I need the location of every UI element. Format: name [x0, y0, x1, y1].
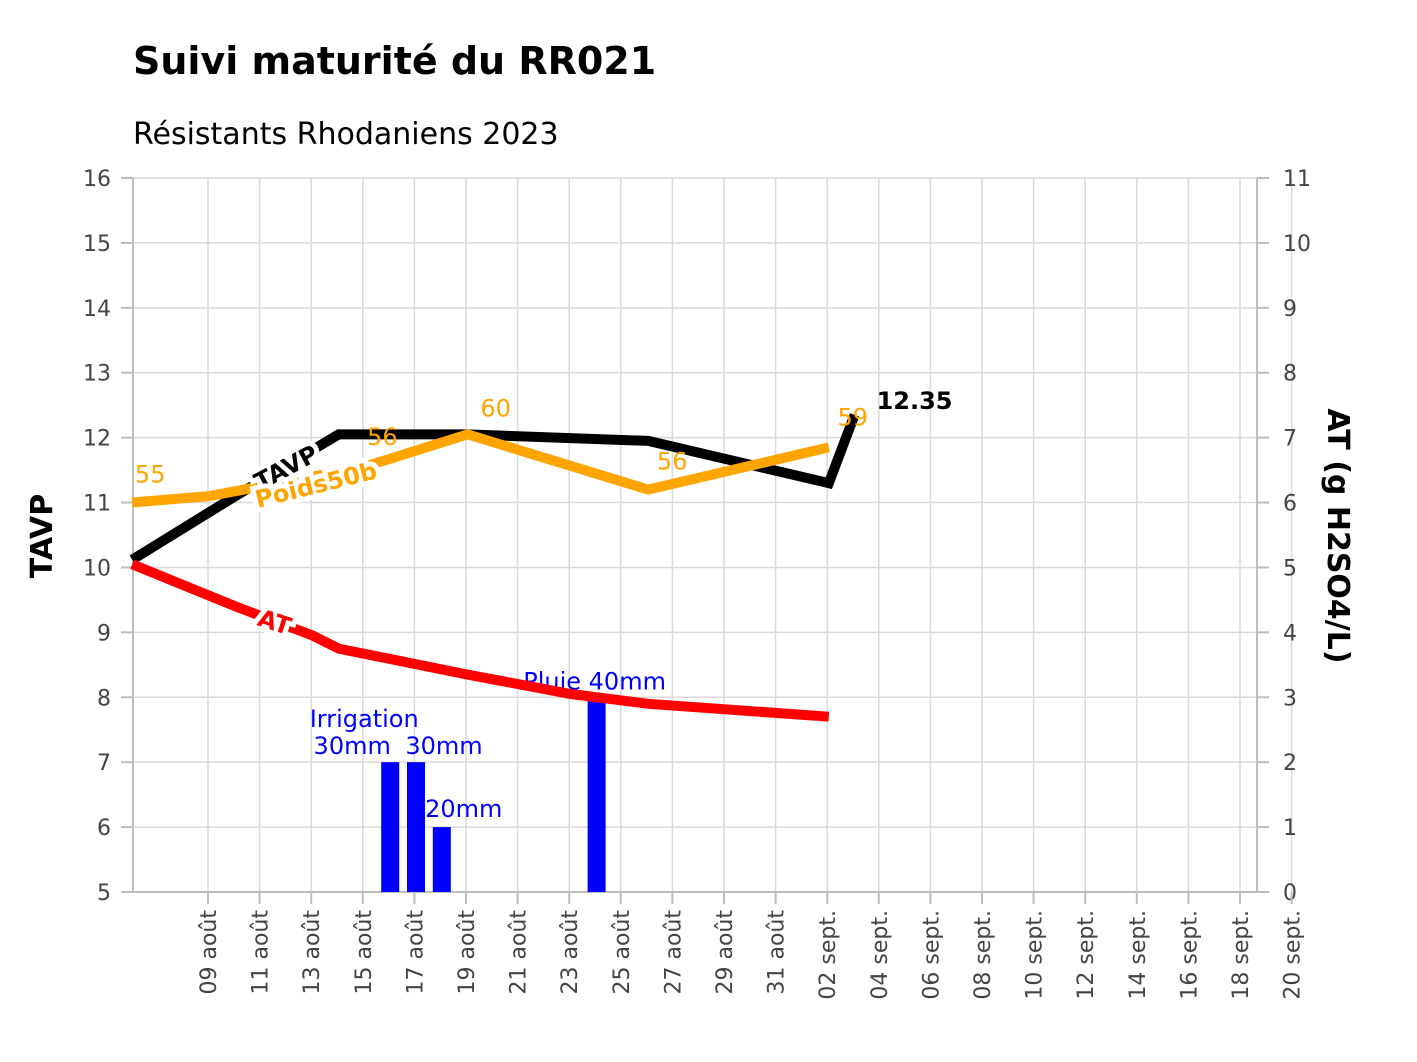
- y2-tick-label: 10: [1283, 232, 1311, 257]
- bar: [407, 762, 425, 892]
- x-tick-label: 04 sept.: [868, 910, 893, 1000]
- y-tick-label: 13: [83, 362, 111, 387]
- y-tick-label: 11: [83, 492, 111, 517]
- y2-tick-label: 1: [1283, 816, 1297, 841]
- series-line-at: [130, 559, 830, 722]
- series-lines: [129, 413, 860, 722]
- y-tick-label: 5: [97, 881, 111, 906]
- x-tick-label: 23 août: [558, 910, 583, 995]
- x-tick-label: 02 sept.: [816, 910, 841, 1000]
- y2-tick-label: 9: [1283, 297, 1297, 322]
- x-tick-label: 12 sept.: [1074, 910, 1099, 1000]
- chart-title: Suivi maturité du RR021: [133, 39, 656, 83]
- x-tick-label: 17 août: [403, 910, 428, 995]
- x-tick-label: 29 août: [713, 910, 738, 995]
- x-tick-label: 20 sept.: [1281, 910, 1306, 1000]
- y2-tick-label: 8: [1283, 362, 1297, 387]
- y2-tick-label: 2: [1283, 751, 1297, 776]
- x-tick-label: 13 août: [300, 910, 325, 995]
- chart-subtitle: Résistants Rhodaniens 2023: [133, 117, 559, 152]
- x-tick-label: 25 août: [610, 910, 635, 995]
- y-tick-label: 15: [83, 232, 111, 257]
- y-gridlines: [133, 177, 1257, 893]
- x-tick-label: 19 août: [455, 910, 480, 995]
- y-tick-label: 16: [83, 167, 111, 192]
- poids-point-label: 56: [657, 448, 688, 476]
- poids-point-label: 56: [367, 423, 398, 451]
- bar: [587, 697, 606, 892]
- y-tick-label: 8: [97, 686, 111, 711]
- x-tick-label: 15 août: [352, 910, 377, 995]
- x-tick-label: 18 sept.: [1229, 910, 1254, 1000]
- bar-group-label: Irrigation: [310, 705, 419, 733]
- y2-tick-label: 6: [1283, 492, 1297, 517]
- y-tick-label: 10: [83, 556, 111, 581]
- y2-axis-title: AT (g H2SO4/L): [1320, 408, 1355, 663]
- series-label-at: AT: [254, 604, 295, 641]
- y2-axis-ticks: 0 1 2 3 4 5 6 7 8 9 10 11: [1257, 167, 1311, 906]
- poids-point-label: 60: [480, 394, 511, 422]
- y-tick-label: 12: [83, 427, 111, 452]
- y2-tick-label: 7: [1283, 427, 1297, 452]
- bar: [381, 762, 400, 892]
- x-tick-label: 08 sept.: [971, 910, 996, 1000]
- x-tick-label: 27 août: [661, 910, 686, 995]
- x-tick-label: 06 sept.: [919, 910, 944, 1000]
- y-axis-ticks: 5 6 7 8 9 10 11 12 13 14 15 16: [83, 167, 133, 906]
- x-tick-label: 21 août: [507, 910, 532, 995]
- series-line-poids50b: [131, 429, 830, 508]
- y2-tick-label: 5: [1283, 556, 1297, 581]
- bar-label: 20mm: [425, 795, 502, 823]
- x-tick-label: 10 sept.: [1023, 910, 1048, 1000]
- y2-tick-label: 3: [1283, 686, 1297, 711]
- bar: [432, 827, 451, 892]
- tavp-end-label: 12.35: [877, 387, 953, 415]
- y-tick-label: 14: [83, 297, 111, 322]
- y-axis-title: TAVP: [25, 494, 60, 579]
- bar-label: 30mm: [405, 732, 482, 760]
- poids-point-label: 59: [838, 403, 869, 431]
- x-tick-label: 31 août: [765, 910, 790, 995]
- y-tick-label: 6: [97, 816, 111, 841]
- y2-tick-label: 11: [1283, 167, 1311, 192]
- y-tick-label: 9: [97, 621, 111, 646]
- poids-point-label: 55: [135, 461, 166, 489]
- y2-tick-label: 0: [1283, 881, 1297, 906]
- x-axis-ticks: 09 août 11 août 13 août 15 août 17 août 19 ao…: [197, 892, 1306, 1000]
- x-tick-label: 16 sept.: [1177, 910, 1202, 1000]
- y2-tick-label: 4: [1283, 621, 1297, 646]
- x-tick-label: 14 sept.: [1126, 910, 1151, 1000]
- x-tick-label: 11 août: [249, 910, 274, 995]
- x-gridlines: [207, 178, 1293, 892]
- y-tick-label: 7: [97, 751, 111, 776]
- bar-label: 30mm: [314, 732, 391, 760]
- x-tick-label: 09 août: [197, 910, 222, 995]
